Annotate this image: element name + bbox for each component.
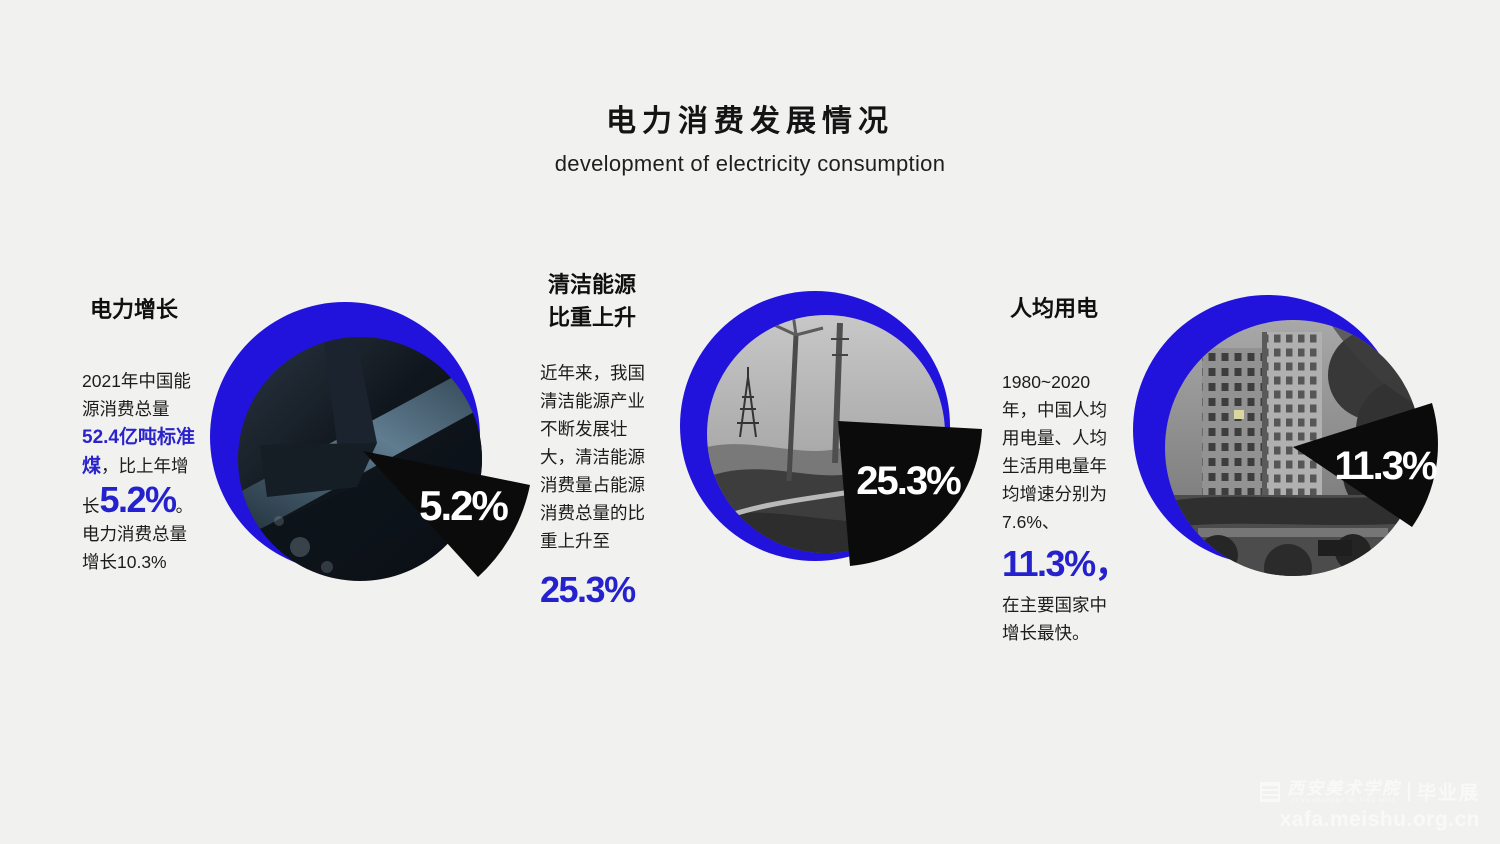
park-foreground <box>1165 494 1421 576</box>
body-text: 2021年中国能源消费总量 <box>82 371 191 419</box>
callout-wedge <box>1293 403 1438 527</box>
body-text: 在主要国家中增长最快。 <box>1002 595 1107 643</box>
watermark: 西安美术学院 XI'AN ACADEMY OF FINE ARTS 毕业展 xa… <box>1259 778 1480 832</box>
section-paragraph: 1980~2020年，中国人均用电量、人均生活用电量年均增速分别为7.6%、 11… <box>1002 368 1131 647</box>
callout-percentage: 11.3% <box>1334 444 1437 488</box>
utility-pole-silhouette <box>831 322 849 464</box>
exhibition-label: 毕业展 <box>1416 783 1480 804</box>
watermark-url: xafa.meishu.org.cn <box>1279 808 1480 831</box>
callout-wedge <box>363 451 530 577</box>
heading-line-1: 清洁能源 <box>548 272 637 297</box>
body-text: 电力消费总量增长10.3% <box>82 524 187 572</box>
body-text: 近年来，我国清洁能源产业不断发展壮大，清洁能源消费量占能源消费总量的比重上升至 <box>540 363 645 551</box>
clean-energy-graphic: 25.3% <box>680 291 982 566</box>
slide-title: 电力消费发展情况 <box>606 105 894 138</box>
section-clean-energy-text: 清洁能源比重上升 近年来，我国清洁能源产业不断发展壮大，清洁能源消费量占能源消费… <box>540 268 658 609</box>
section-paragraph: 近年来，我国清洁能源产业不断发展壮大，清洁能源消费量占能源消费总量的比重上升至 2… <box>540 359 658 609</box>
callout-percentage: 5.2% <box>419 482 508 529</box>
section-power-growth-text: 电力增长 2021年中国能源消费总量 52.4亿吨标准煤，比上年增长5.2%。电力… <box>82 293 200 576</box>
callout-percentage: 25.3% <box>856 459 961 503</box>
slide-subtitle: development of electricity consumption <box>554 151 946 176</box>
body-text: 。 <box>175 496 194 516</box>
section-paragraph: 2021年中国能源消费总量 52.4亿吨标准煤，比上年增长5.2%。电力消费总量增… <box>82 367 200 576</box>
big-percentage: 25.3% <box>540 569 636 610</box>
slide-header: 电力消费发展情况 development of electricity cons… <box>0 96 1500 177</box>
watermark-divider <box>1407 782 1410 801</box>
body-text: ，比上年增长 <box>82 456 189 516</box>
watermark-logo-row: 西安美术学院 XI'AN ACADEMY OF FINE ARTS 毕业展 <box>1259 778 1480 805</box>
xafa-logo-icon <box>1259 781 1280 802</box>
highlight-value: 52.4亿吨标准煤 <box>82 427 195 477</box>
apartment-towers <box>1202 332 1322 504</box>
big-percentage: 5.2% <box>99 479 178 520</box>
section-heading: 电力增长 <box>90 297 179 322</box>
body-text: 1980~2020年，中国人均用电量、人均生活用电量年均增速分别为7.6%、 <box>1002 372 1107 532</box>
section-heading: 清洁能源 比重上升 <box>540 268 658 334</box>
academy-name-en: XI'AN ACADEMY OF FINE ARTS <box>1291 797 1397 804</box>
coal-pile-photo <box>238 337 482 581</box>
transmission-tower-silhouette <box>737 367 759 438</box>
heading-line-2: 比重上升 <box>548 305 637 330</box>
power-growth-graphic: 5.2% <box>210 302 530 581</box>
academy-name: 西安美术学院 <box>1286 778 1401 798</box>
section-per-capita-text: 人均用电 1980~2020年，中国人均用电量、人均生活用电量年均增速分别为7.… <box>1002 292 1131 647</box>
big-percentage: 11.3%， <box>1002 543 1131 584</box>
academy-name-block: 西安美术学院 XI'AN ACADEMY OF FINE ARTS <box>1287 780 1401 804</box>
callout-wedge <box>838 421 982 566</box>
per-capita-graphic: 11.3% <box>1133 295 1439 576</box>
section-heading: 人均用电 <box>1010 296 1099 321</box>
